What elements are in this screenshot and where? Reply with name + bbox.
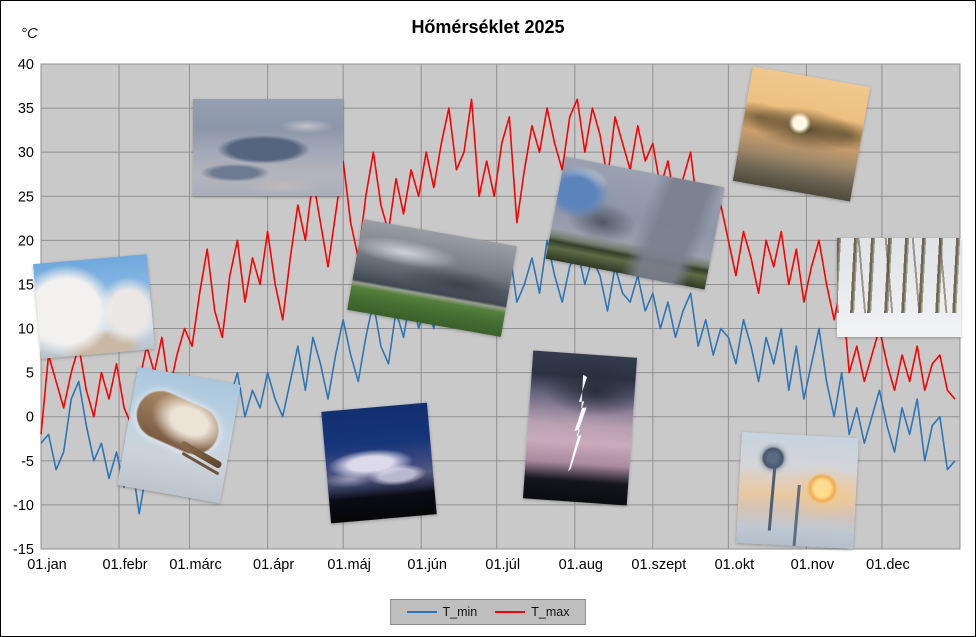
legend-label-tmin: T_min [442,605,478,619]
chart-title: Hőmérséklet 2025 [411,17,565,37]
x-tick-label: 01.máj [327,557,371,573]
x-tick-label: 01.ápr [253,557,294,573]
legend-container: T_min T_max [1,599,975,625]
y-tick-label: 20 [18,233,34,249]
y-axis-unit-label: °C [21,25,38,42]
tmax-line-sample [495,611,526,613]
y-tick-label: -5 [21,454,34,470]
y-tick-label: 0 [26,410,34,426]
tmin-line-sample [406,611,437,613]
x-tick-label: 01.aug [559,557,603,573]
legend-item-tmin[interactable]: T_min [406,605,478,619]
photo-snowy-forest [837,238,961,337]
t_max-line[interactable] [40,98,956,435]
photo-frosty-trees [33,254,155,359]
x-tick-label: 01.okt [715,557,755,573]
y-tick-label: 15 [18,277,34,293]
legend: T_min T_max [389,599,587,625]
legend-item-tmax[interactable]: T_max [495,605,569,619]
photo-misty-sunrise [732,66,871,202]
y-tick-label: -10 [13,498,34,514]
photo-night-storm [321,402,437,524]
legend-label-tmax: T_max [531,605,570,619]
y-tick-label: -15 [13,542,34,558]
photo-lenticular-cloud [193,99,343,196]
y-tick-label: 40 [18,57,34,73]
photo-frosty-thistle [736,432,859,549]
y-tick-label: 35 [18,101,34,117]
y-tick-label: 5 [26,366,34,382]
y-tick-label: 30 [18,145,34,161]
x-tick-label: 01.jún [407,557,447,573]
x-tick-label: 01.febr [102,557,147,573]
x-tick-label: 01.nov [791,557,835,573]
photo-lightning [522,350,638,506]
y-tick-label: 10 [18,322,34,338]
y-tick-label: 25 [18,189,34,205]
x-tick-label: 01.márc [169,557,221,573]
photo-frosty-cattail [117,366,241,504]
x-tick-label: 01.szept [631,557,686,573]
x-tick-label: 01.dec [866,557,910,573]
x-tick-label: 01.jan [27,557,67,573]
x-tick-label: 01.júl [485,557,520,573]
